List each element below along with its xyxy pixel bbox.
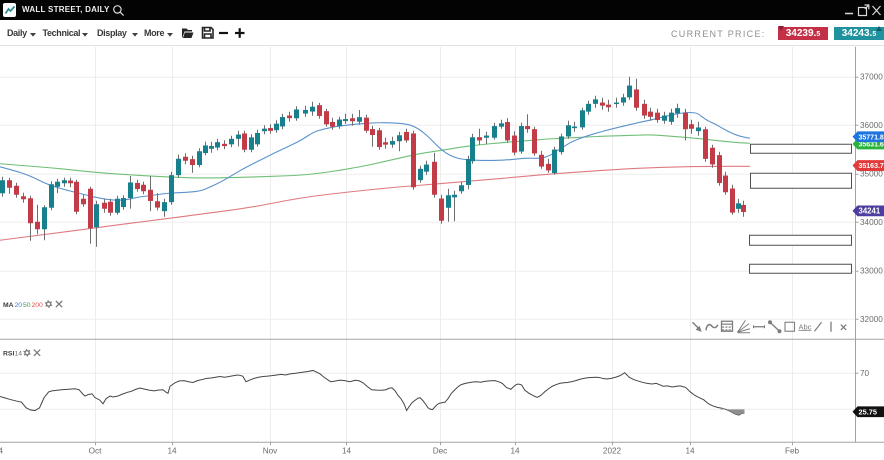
svg-text:37000: 37000	[860, 72, 883, 81]
svg-text:Oct: Oct	[89, 446, 102, 455]
svg-text:MA: MA	[3, 301, 14, 308]
svg-text:70: 70	[860, 368, 870, 377]
svg-text:36000: 36000	[860, 121, 883, 130]
svg-text:20: 20	[15, 301, 23, 308]
svg-text:34241: 34241	[859, 206, 881, 215]
svg-text:Abc: Abc	[799, 322, 812, 331]
svg-text:35771.8: 35771.8	[859, 134, 884, 141]
svg-text:14: 14	[0, 446, 4, 455]
svg-text:34000: 34000	[860, 218, 883, 227]
svg-text:2022: 2022	[603, 446, 622, 455]
svg-text:14: 14	[510, 446, 520, 455]
svg-text:32000: 32000	[860, 315, 883, 324]
svg-text:14: 14	[167, 446, 177, 455]
svg-text:RSI: RSI	[3, 350, 14, 357]
svg-text:Nov: Nov	[263, 446, 278, 455]
svg-text:200: 200	[32, 301, 44, 308]
svg-text:14: 14	[685, 446, 695, 455]
svg-text:33000: 33000	[860, 266, 883, 275]
svg-text:35631.6: 35631.6	[859, 141, 884, 148]
svg-text:35163.7: 35163.7	[859, 163, 884, 170]
svg-text:25.75: 25.75	[859, 407, 878, 416]
svg-text:14: 14	[15, 350, 23, 357]
svg-text:14: 14	[342, 446, 352, 455]
svg-text:50: 50	[23, 301, 31, 308]
svg-text:Dec: Dec	[433, 446, 448, 455]
svg-text:Feb: Feb	[785, 446, 800, 455]
